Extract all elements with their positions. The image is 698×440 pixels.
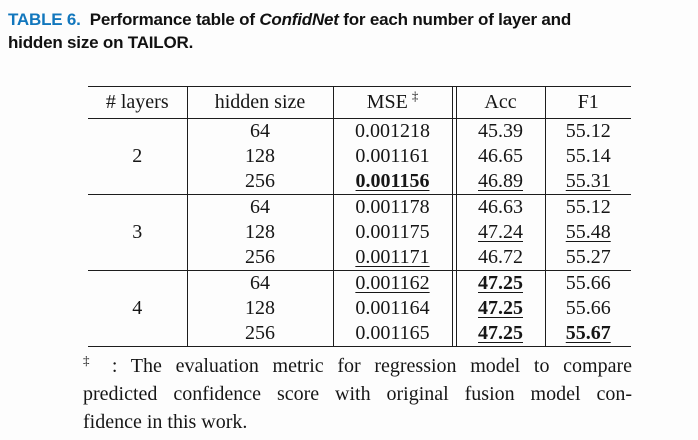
cell-num-layers: 4 bbox=[88, 270, 188, 347]
table-row: 256 0.001165 47.25 55.67 bbox=[88, 321, 631, 347]
table-row: 256 0.001156 46.89 55.31 bbox=[88, 169, 631, 195]
cell-acc: 46.63 bbox=[456, 194, 546, 220]
cell-f1: 55.12 bbox=[565, 120, 611, 142]
caption-text-part2: for each number of layer and bbox=[338, 10, 572, 29]
cell-mse: 0.001164 bbox=[333, 296, 453, 321]
table-row: 3 64 0.001178 46.63 55.12 bbox=[88, 194, 631, 271]
cell-acc: 47.25 bbox=[456, 270, 546, 296]
footnote-line-3: fidence in this work. bbox=[83, 411, 248, 433]
col-header-f1: F1 bbox=[545, 86, 631, 119]
cell-f1: 55.66 bbox=[565, 297, 611, 319]
cell-hidden-size: 256 bbox=[187, 245, 334, 271]
table-header-row: # layers hidden size MSE ‡ Acc F1 bbox=[88, 86, 631, 119]
cell-f1: 55.48 bbox=[565, 221, 611, 243]
table-row: 2 64 0.001218 45.39 55.12 bbox=[88, 118, 631, 195]
table-row: 128 0.001175 47.24 55.48 bbox=[88, 220, 631, 245]
table-caption-text: Performance table of ConfidNet for each … bbox=[8, 10, 571, 52]
cell-acc: 46.72 bbox=[456, 245, 546, 271]
double-rule-spacer bbox=[452, 296, 457, 321]
double-dagger-mark: ‡ bbox=[411, 88, 419, 104]
cell-acc: 47.25 bbox=[456, 296, 546, 321]
double-rule-spacer bbox=[452, 169, 457, 195]
table-footnote: ‡ : The evaluation metric for regression… bbox=[83, 352, 632, 436]
cell-acc: 47.25 bbox=[456, 321, 546, 347]
double-rule-spacer bbox=[452, 144, 457, 169]
col-header-hidden-size: hidden size bbox=[187, 86, 334, 119]
cell-acc: 47.24 bbox=[456, 220, 546, 245]
cell-hidden-size: 128 bbox=[187, 220, 334, 245]
double-dagger-mark: ‡ bbox=[83, 352, 99, 368]
mse-label: MSE bbox=[366, 91, 408, 113]
cell-hidden-size: 64 bbox=[187, 270, 334, 296]
cell-num-layers: 2 bbox=[88, 118, 188, 195]
cell-mse: 0.001175 bbox=[333, 220, 453, 245]
table-row: 128 0.001161 46.65 55.14 bbox=[88, 144, 631, 169]
double-rule-spacer bbox=[452, 194, 457, 220]
cell-mse: 0.001165 bbox=[333, 321, 453, 347]
cell-num-layers: 3 bbox=[88, 194, 188, 271]
double-rule-spacer bbox=[452, 118, 457, 144]
cell-f1: 55.12 bbox=[565, 196, 611, 218]
cell-mse: 0.001178 bbox=[333, 194, 453, 220]
cell-hidden-size: 128 bbox=[187, 296, 334, 321]
cell-mse: 0.001161 bbox=[333, 144, 453, 169]
col-header-layers: # layers bbox=[88, 86, 188, 119]
footnote-line-1: ‡ : The evaluation metric for regression… bbox=[83, 352, 633, 377]
table-caption-label: TABLE 6. bbox=[8, 10, 81, 29]
cell-mse: 0.001162 bbox=[333, 270, 453, 296]
cell-acc: 45.39 bbox=[456, 118, 546, 144]
table-row: 256 0.001171 46.72 55.27 bbox=[88, 245, 631, 271]
caption-text-part1: Performance table of bbox=[89, 10, 260, 29]
cell-f1: 55.14 bbox=[565, 145, 611, 167]
cell-mse: 0.001156 bbox=[333, 169, 453, 195]
double-rule-spacer bbox=[452, 86, 457, 119]
cell-f1: 55.66 bbox=[565, 272, 611, 294]
footnote-line-2: predicted confidence score with original… bbox=[83, 383, 632, 405]
cell-hidden-size: 256 bbox=[187, 321, 334, 347]
table-row: 128 0.001164 47.25 55.66 bbox=[88, 296, 631, 321]
cell-acc: 46.89 bbox=[456, 169, 546, 195]
table-row: 4 64 0.001162 47.25 55.66 bbox=[88, 270, 631, 347]
col-header-acc: Acc bbox=[456, 86, 546, 119]
cell-mse: 0.001171 bbox=[333, 245, 453, 271]
double-rule-spacer bbox=[452, 270, 457, 296]
cell-f1: 55.27 bbox=[545, 245, 631, 271]
cell-f1: 55.67 bbox=[545, 321, 631, 347]
caption-model-name: ConfidNet bbox=[259, 10, 339, 29]
double-rule-spacer bbox=[452, 220, 457, 245]
col-header-mse: MSE ‡ bbox=[333, 86, 453, 119]
caption-text-line2: hidden size on TAILOR. bbox=[8, 33, 194, 52]
cell-hidden-size: 256 bbox=[187, 169, 334, 195]
cell-hidden-size: 64 bbox=[187, 194, 334, 220]
cell-hidden-size: 128 bbox=[187, 144, 334, 169]
double-rule-spacer bbox=[452, 245, 457, 271]
cell-f1: 55.31 bbox=[545, 169, 631, 195]
cell-mse: 0.001218 bbox=[333, 118, 453, 144]
cell-hidden-size: 64 bbox=[187, 118, 334, 144]
cell-acc: 46.65 bbox=[456, 144, 546, 169]
double-rule-spacer bbox=[452, 321, 457, 347]
table-caption: TABLE 6. Performance table of ConfidNet f… bbox=[8, 8, 694, 54]
performance-table: # layers hidden size MSE ‡ Acc F1 2 64 0.… bbox=[88, 86, 631, 347]
